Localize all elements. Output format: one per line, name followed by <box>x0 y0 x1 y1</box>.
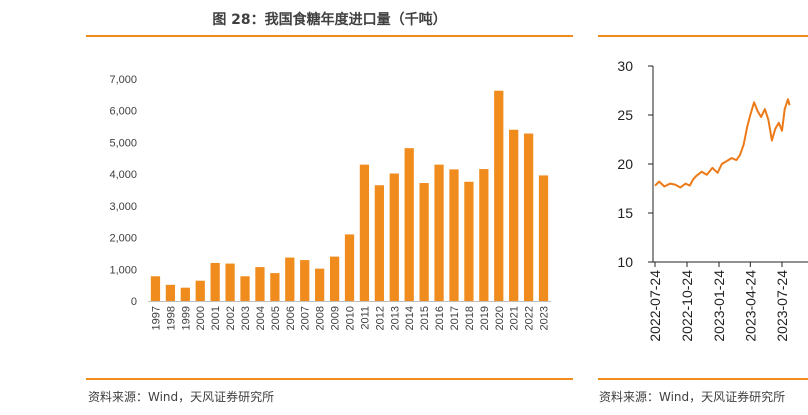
bar <box>523 133 534 301</box>
bar <box>404 148 414 301</box>
y-tick-label: 2,000 <box>109 233 137 245</box>
x-tick-label: 2012 <box>374 306 386 330</box>
bar <box>329 256 340 301</box>
x-tick-label: 2023-07-24 <box>774 270 790 342</box>
bar <box>210 262 220 301</box>
x-tick-label: 2018 <box>464 306 476 330</box>
bar <box>255 267 265 301</box>
top-rule-right <box>598 35 808 37</box>
x-tick-label: 2009 <box>330 306 342 330</box>
bar <box>195 280 205 301</box>
x-tick-label: 2001 <box>210 306 222 330</box>
bar <box>389 173 399 301</box>
y-tick-label: 7,000 <box>109 74 137 86</box>
x-tick-label: 2023-04-24 <box>742 270 758 342</box>
bar <box>479 169 489 301</box>
y-tick-label: 3,000 <box>109 201 137 213</box>
x-tick-label: 2014 <box>404 306 416 330</box>
bar <box>419 183 429 301</box>
bar <box>374 185 384 301</box>
x-tick-label: 2021 <box>509 306 521 330</box>
source-note-right: 资料来源：Wind，天风证券研究所 <box>599 390 786 404</box>
y-tick-label: 15 <box>617 205 633 221</box>
x-tick-label: 2016 <box>434 306 446 330</box>
y-tick-label: 0 <box>131 296 137 308</box>
x-tick-label: 2023-01-24 <box>711 270 727 342</box>
y-tick-label: 4,000 <box>109 169 137 181</box>
bar <box>434 164 444 301</box>
x-tick-label: 2015 <box>419 306 431 330</box>
x-tick-label: 2013 <box>389 306 401 330</box>
x-tick-label: 2008 <box>315 306 327 330</box>
x-tick-label: 1999 <box>180 306 192 330</box>
bar <box>270 273 280 301</box>
x-tick-label: 2022-07-24 <box>647 270 663 342</box>
x-tick-label: 2002 <box>225 306 237 330</box>
bar <box>344 234 355 301</box>
bar <box>359 164 370 301</box>
y-tick-label: 25 <box>617 107 633 123</box>
x-tick-label: 2022 <box>524 306 536 330</box>
y-tick-label: 5,000 <box>109 137 137 149</box>
x-tick-label: 2003 <box>240 306 252 330</box>
top-rule-left <box>86 35 573 37</box>
bar <box>225 263 235 301</box>
bar <box>509 129 519 301</box>
x-tick-label: 2023 <box>539 306 551 330</box>
x-tick-label: 2011 <box>359 306 371 330</box>
bar <box>285 257 295 301</box>
y-tick-label: 30 <box>617 58 633 74</box>
x-tick-label: 2004 <box>255 306 267 330</box>
x-tick-label: 1997 <box>150 306 162 330</box>
bottom-rule-left <box>86 378 573 380</box>
bar <box>240 276 250 301</box>
source-note-left: 资料来源：Wind，天风证券研究所 <box>88 390 275 404</box>
y-tick-label: 10 <box>617 254 633 270</box>
chart-title: 图 28：我国食糖年度进口量（千吨） <box>212 12 447 28</box>
bottom-rule-right <box>598 378 808 380</box>
bar <box>300 260 310 301</box>
x-tick-label: 2017 <box>449 306 461 330</box>
x-tick-label: 2005 <box>270 306 282 330</box>
bar <box>165 284 176 301</box>
y-tick-label: 20 <box>617 156 633 172</box>
bar <box>180 287 190 301</box>
bar <box>538 175 549 301</box>
bar <box>449 169 459 301</box>
x-tick-label: 2007 <box>300 306 312 330</box>
x-tick-label: 2022-10-24 <box>679 270 695 342</box>
x-tick-label: 2019 <box>479 306 491 330</box>
y-tick-label: 1,000 <box>109 264 137 276</box>
x-tick-label: 2006 <box>285 306 297 330</box>
bar <box>464 181 474 301</box>
y-tick-label: 6,000 <box>109 106 137 118</box>
x-tick-label: 1998 <box>165 306 177 330</box>
bar <box>150 276 161 301</box>
x-tick-label: 2020 <box>494 306 506 330</box>
x-tick-label: 2010 <box>345 306 357 330</box>
bar-chart: 0 1,000 2,000 3,000 4,000 5,000 6,000 7,000 1997… <box>109 74 551 330</box>
bar <box>494 90 504 301</box>
bar <box>315 268 325 301</box>
line-chart: 10 15 20 25 30 2022-07-24 2022-10-24 2023-01-24… <box>617 58 808 342</box>
x-tick-label: 2000 <box>195 306 207 330</box>
price-line <box>654 98 791 189</box>
